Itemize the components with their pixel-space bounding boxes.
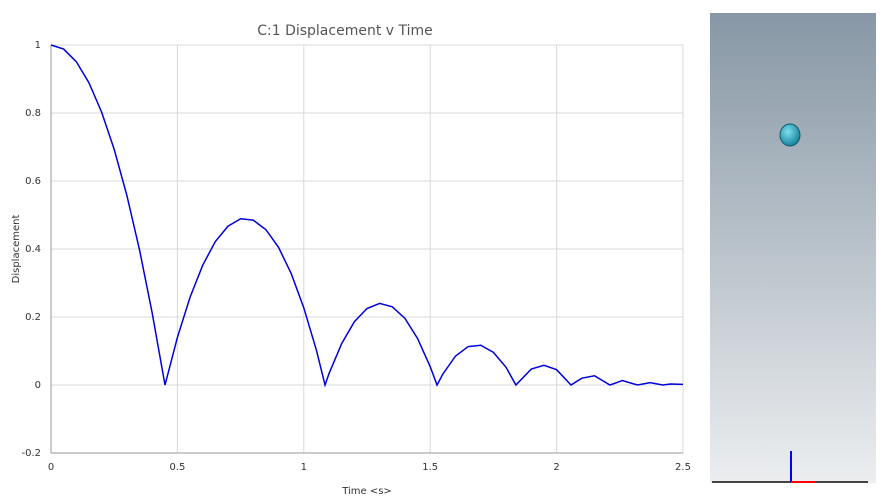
y-tick-label: 0	[35, 380, 41, 391]
y-tick-label: 0.8	[25, 108, 41, 119]
data-line	[50, 44, 684, 388]
y-tick-label: 0.4	[25, 244, 41, 255]
ball	[779, 123, 801, 147]
y-axis-label: Displacement	[11, 215, 22, 284]
x-tick-label: 1.5	[422, 462, 438, 473]
3d-view	[710, 13, 876, 483]
x-tick-label: 2	[553, 462, 559, 473]
chart: C:1 Displacement v Time Time <s> Displac…	[11, 23, 691, 496]
y-tick-label: 1	[35, 40, 41, 51]
viewport	[710, 13, 876, 483]
x-tick-label: 0	[48, 462, 54, 473]
x-axis-label: Time <s>	[341, 486, 392, 496]
chart-title: C:1 Displacement v Time	[257, 23, 433, 39]
y-tick-label: 0.2	[25, 312, 41, 323]
x-tick-label: 0.5	[169, 462, 185, 473]
y-tick-label: -0.2	[21, 448, 41, 459]
x-tick-label: 1	[301, 462, 307, 473]
y-tick-label: 0.6	[25, 176, 41, 187]
x-tick-label: 2.5	[675, 462, 691, 473]
